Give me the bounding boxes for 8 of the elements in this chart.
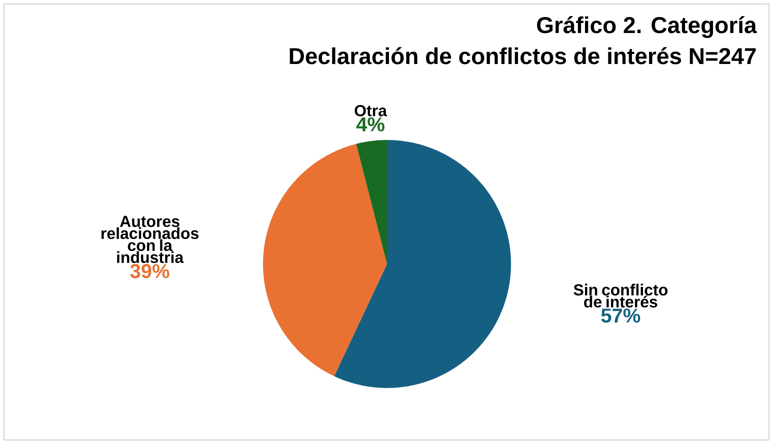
- chart-subtitle: Declaración de conflictos de interés N=247: [290, 47, 756, 64]
- chart-title: Gráfico 2. Categoría: [537, 16, 757, 38]
- data-label: 4%: [356, 117, 384, 132]
- data-label: 39%: [130, 264, 170, 278]
- slice-label: Sin conflicto de interés: [574, 284, 668, 308]
- slice-label: Otra: [354, 105, 388, 116]
- slice-label: Autores relacionados con la industria: [102, 216, 198, 264]
- data-label: 57%: [601, 308, 640, 323]
